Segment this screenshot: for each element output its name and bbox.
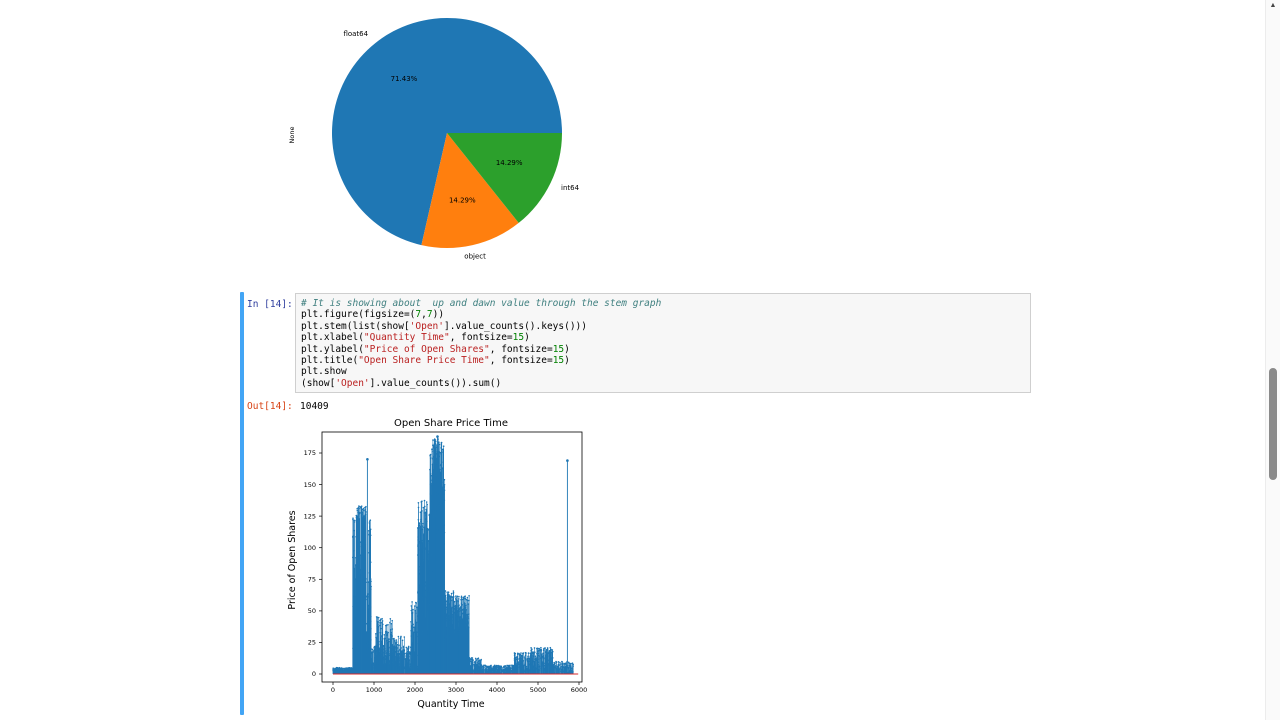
code-token: "Price of Open Shares" <box>363 343 490 355</box>
code-token: plt.ylabel( <box>301 343 364 355</box>
code-token: ) <box>564 343 570 355</box>
stem-plot-chart: 0 1000 2000 3000 4000 5000 6000 0 25 50 75 100 125 15… <box>287 418 588 710</box>
svg-text:1000: 1000 <box>366 686 383 694</box>
svg-text:50: 50 <box>308 607 316 615</box>
input-prompt: In [14]: <box>247 299 293 310</box>
svg-text:175: 175 <box>304 449 316 457</box>
svg-text:25: 25 <box>308 639 316 647</box>
svg-text:14.29%: 14.29% <box>449 196 476 204</box>
code-token: )) <box>432 309 445 321</box>
scrollbar[interactable]: ▲ <box>1265 0 1280 720</box>
code-token: , fontsize= <box>489 343 553 355</box>
svg-text:0: 0 <box>312 670 316 678</box>
code-token: plt.stem(list(show[ <box>301 320 410 332</box>
svg-text:5000: 5000 <box>530 686 547 694</box>
code-token: (show[ <box>301 377 336 389</box>
output-prompt: Out[14]: <box>247 401 293 412</box>
code-token: plt.figure(figsize=( <box>301 309 416 321</box>
scrollbar-thumb[interactable] <box>1269 368 1277 480</box>
svg-text:75: 75 <box>308 576 316 584</box>
code-token: 7 <box>426 309 433 321</box>
dtype-pie-figure: 71.43% float64 14.29% object 14.29% int64 None <box>285 8 595 270</box>
code-token: ) <box>524 332 530 344</box>
svg-text:100: 100 <box>304 544 316 552</box>
code-token: , fontsize= <box>489 354 553 366</box>
code-token: 7 <box>415 309 422 321</box>
code-token: "Quantity Time" <box>363 332 450 344</box>
svg-text:4000: 4000 <box>489 686 506 694</box>
code-token: "Open Share Price Time" <box>358 354 490 366</box>
code-editor[interactable]: # It is showing about up and dawn value … <box>295 293 1031 393</box>
svg-text:6000: 6000 <box>571 686 588 694</box>
code-token: ].value_counts().keys())) <box>444 320 587 332</box>
code-token: ) <box>564 354 570 366</box>
scroll-up-arrow[interactable]: ▲ <box>1269 2 1277 9</box>
code-token: 'Open' <box>409 320 444 332</box>
code-token: # It is showing about up and dawn value … <box>301 298 662 309</box>
svg-text:None: None <box>288 127 296 144</box>
code-token: plt.show <box>301 366 347 378</box>
svg-text:float64: float64 <box>343 30 368 38</box>
svg-text:object: object <box>464 252 486 260</box>
output-value: 10409 <box>300 401 329 412</box>
code-token: , fontsize= <box>449 332 513 344</box>
svg-text:int64: int64 <box>561 184 580 192</box>
svg-text:150: 150 <box>304 481 316 489</box>
svg-text:14.29%: 14.29% <box>496 159 523 167</box>
stem-plot-figure: 0 1000 2000 3000 4000 5000 6000 0 25 50 75 100 125 15… <box>283 412 595 714</box>
svg-text:3000: 3000 <box>448 686 465 694</box>
code-token: plt.xlabel( <box>301 332 364 344</box>
code-token: plt.title( <box>301 354 359 366</box>
code-token: 15 <box>552 343 565 355</box>
code-token: 15 <box>512 332 525 344</box>
svg-text:125: 125 <box>304 512 316 520</box>
code-token: 'Open' <box>335 377 370 389</box>
svg-text:0: 0 <box>331 686 335 694</box>
cell-selection-bar <box>240 292 244 715</box>
svg-text:71.43%: 71.43% <box>391 75 418 83</box>
dtype-pie-chart: 71.43% float64 14.29% object 14.29% int64 None <box>288 17 580 260</box>
code-token: ].value_counts()).sum() <box>369 377 502 389</box>
code-token: , <box>421 309 427 321</box>
svg-text:2000: 2000 <box>407 686 424 694</box>
code-token: 15 <box>552 354 565 366</box>
